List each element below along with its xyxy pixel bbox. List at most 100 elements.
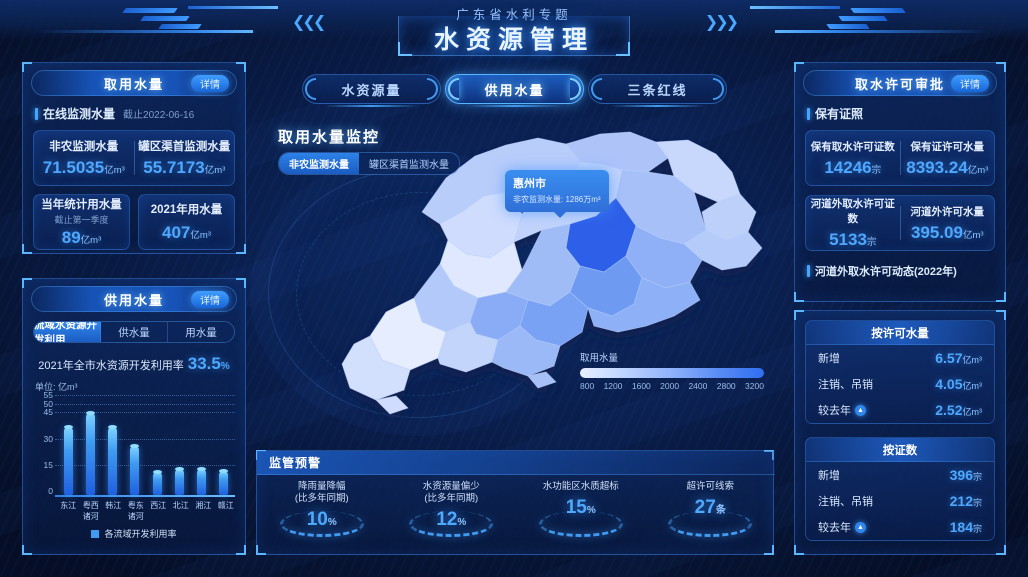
- chart-gridline: [55, 395, 235, 396]
- chart-bar[interactable]: [108, 424, 118, 495]
- legend-gradient-bar: [580, 368, 764, 378]
- kpi-value: 5133宗: [829, 230, 877, 249]
- tooltip-city: 惠州市: [513, 178, 546, 190]
- chart-bar-column[interactable]: [79, 410, 101, 495]
- basin-development-chart: 0 15 30 45 50 55: [31, 390, 237, 497]
- subtab-supply[interactable]: 供水量: [101, 322, 168, 342]
- panel-permit-approval: 取水许可审批 详情 保有证照 保有取水许可证数 14246宗 保有证许可水量 8…: [794, 62, 1006, 302]
- chart-bar[interactable]: [174, 466, 184, 495]
- kpi-label: 当年统计用水量: [41, 199, 122, 211]
- chart-bar[interactable]: [219, 468, 229, 495]
- panel-title: 取水许可审批: [854, 76, 945, 92]
- kpi-value: 407亿m³: [162, 223, 211, 242]
- map-area: 取用水量监控 非农监测水量 罐区渠首监测水量 惠州市 非农监测水量: 1286万…: [252, 112, 780, 442]
- supply-subtabs: 流域水资源开发利用 供水量 用水量: [33, 321, 235, 343]
- kpi-label: 河道外许可水量: [910, 205, 985, 218]
- table-row-key: 注销、吊销: [818, 379, 873, 391]
- kpi-label: 保有证许可水量: [910, 140, 985, 153]
- chart-bar-column[interactable]: [146, 470, 168, 495]
- rate-value: 33.5%: [187, 354, 230, 373]
- chart-bar-column[interactable]: [168, 466, 190, 495]
- development-rate: 2021年全市水资源开发利用率 33.5%: [23, 354, 245, 374]
- warning-item-label: 超许可线索: [686, 481, 734, 492]
- chart-y-tick: 0: [48, 486, 53, 496]
- subtab-use[interactable]: 用水量: [168, 322, 234, 342]
- detail-button[interactable]: 详情: [191, 75, 229, 92]
- map-subtab-canal[interactable]: 罐区渠首监测水量: [359, 153, 459, 174]
- chart-bars: [57, 399, 235, 495]
- kpi-permit-count: 保有取水许可证数 14246宗: [806, 139, 900, 178]
- kpi-value: 395.09亿m³: [910, 222, 984, 242]
- panel-water-withdrawal: 取用水量 详情 在线监测水量 截止2022-06-16 非农监测水量 71.50…: [22, 62, 246, 254]
- tab-label: 三条红线: [627, 82, 688, 98]
- warning-item-2: 水功能区水质超标 15%: [516, 481, 646, 537]
- warning-ring-icon: [538, 511, 623, 537]
- kpi-value: 8393.24亿m³: [906, 157, 989, 177]
- chart-gridline: [55, 412, 235, 414]
- arrow-up-icon: ▲: [855, 521, 866, 533]
- chart-bar[interactable]: [152, 470, 162, 495]
- tab-water-resource-volume[interactable]: 水资源量: [302, 74, 441, 107]
- chart-gridline: [55, 464, 235, 466]
- chevron-left-icon: ❮❮❮: [292, 14, 326, 31]
- table-row-value: 6.57亿m³: [935, 350, 982, 366]
- chart-bar-column[interactable]: [191, 466, 213, 495]
- table-by-certificate-count: 按证数 新增 396宗 注销、吊销 212宗 较去年 ▲ 184宗: [805, 437, 995, 541]
- table-row-key: 新增: [818, 353, 840, 365]
- chart-x-tick: 粤西诸河: [82, 501, 99, 521]
- legend-title: 取用水量: [580, 353, 619, 364]
- warning-item-label: 水资源量偏少 (比多年同期): [422, 481, 480, 504]
- chart-bar[interactable]: [130, 444, 140, 495]
- map-legend: 取用水量 800 1200 1600 2000 2400 2800 3200: [580, 350, 764, 391]
- warning-ring-icon: [409, 511, 494, 537]
- map-tooltip: 惠州市 非农监测水量: 1286万m³: [505, 170, 609, 218]
- chart-bar[interactable]: [63, 424, 73, 495]
- section-title-online: 在线监测水量 截止2022-06-16: [35, 105, 245, 122]
- chart-unit-label: 单位: 亿m³: [35, 382, 78, 392]
- tab-supply-use-volume[interactable]: 供用水量: [445, 74, 584, 107]
- tab-label: 供用水量: [484, 82, 545, 98]
- detail-button[interactable]: 详情: [191, 291, 229, 308]
- tab-three-red-lines[interactable]: 三条红线: [588, 74, 727, 107]
- table-row-key: 新增: [818, 470, 840, 482]
- chart-bar-column[interactable]: [102, 424, 124, 495]
- chart-bar[interactable]: [197, 466, 207, 495]
- map-region-island-2: [527, 371, 557, 389]
- table-row: 注销、吊销 4.05亿m³: [806, 371, 994, 397]
- warning-item-0: 降雨量降幅 (比多年同期) 10%: [257, 481, 387, 537]
- header-wing-left: [38, 6, 278, 36]
- chart-y-tick: 30: [43, 433, 53, 444]
- kpi-label: 罐区渠首监测水量: [138, 141, 231, 153]
- chart-bar[interactable]: [85, 410, 95, 495]
- chart-bar-column[interactable]: [57, 424, 79, 495]
- guangdong-map[interactable]: [270, 120, 770, 420]
- table-by-permit-volume: 按许可水量 新增 6.57亿m³ 注销、吊销 4.05亿m³ 较去年 ▲ 2.52亿m³: [805, 320, 995, 424]
- kpi-label: 保有取水许可证数: [810, 140, 895, 153]
- section-label: 河道外取水许可动态(2022年): [815, 266, 957, 278]
- chart-bar-column[interactable]: [213, 468, 235, 495]
- panel-header: 供用水量 详情: [31, 286, 237, 312]
- bracket-left-icon: [591, 78, 602, 100]
- legend-tick: 1600: [631, 381, 651, 391]
- chart-x-labels: 东江 粤西诸河 韩江 粤东诸河 西江 北江 湘江 赣江: [57, 500, 237, 522]
- panel-header: 取用水量 详情: [31, 70, 237, 96]
- kpi-card-monitoring: 非农监测水量 71.5035亿m³ 罐区渠首监测水量 55.7173亿m³: [33, 130, 235, 186]
- title-frame: [398, 16, 630, 56]
- map-region-coastal: [491, 325, 561, 377]
- detail-button[interactable]: 详情: [951, 75, 989, 92]
- chart-bar-column[interactable]: [124, 444, 146, 495]
- table-row-key: 较去年 ▲: [818, 519, 866, 535]
- panel-supply-use: 供用水量 详情 流域水资源开发利用 供水量 用水量 2021年全市水资源开发利用…: [22, 278, 246, 555]
- legend-label: 各流域开发利用率: [104, 529, 177, 539]
- subtab-basin-development[interactable]: 流域水资源开发利用: [34, 322, 101, 342]
- table-row-value: 184宗: [949, 519, 982, 535]
- header-subtitle: 广东省水利专题: [456, 8, 572, 22]
- panel-title: 取用水量: [103, 76, 164, 92]
- map-subtab-nonagri[interactable]: 非农监测水量: [279, 153, 359, 174]
- kpi-label: 河道外取水许可证数: [810, 198, 895, 225]
- table-row-key: 较去年 ▲: [818, 402, 866, 418]
- chart-legend: 各流域开发利用率: [23, 527, 245, 540]
- chart-y-tick: 15: [43, 459, 53, 470]
- legend-tick: 2000: [660, 381, 680, 391]
- kpi-offriver-count: 河道外取水许可证数 5133宗: [806, 196, 900, 250]
